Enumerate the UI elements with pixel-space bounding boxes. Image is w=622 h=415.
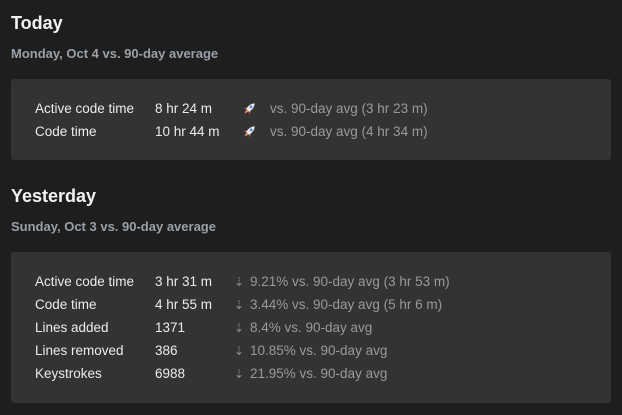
today-subtitle: Monday, Oct 4 vs. 90-day average — [11, 46, 219, 61]
stat-value: 6988 — [155, 366, 186, 381]
arrow-down-icon: ⇣ — [233, 344, 245, 358]
today-stats-card: Active code time 8 hr 24 m vs. 90-day av… — [11, 79, 611, 160]
stat-comparison: 9.21% vs. 90-day avg (3 hr 53 m) — [250, 274, 450, 289]
stat-label: Code time — [35, 124, 97, 139]
arrow-down-icon: ⇣ — [233, 298, 245, 312]
stat-label: Lines added — [35, 320, 109, 335]
arrow-down-icon: ⇣ — [233, 275, 245, 289]
rocket-icon — [240, 123, 258, 141]
stat-value: 386 — [155, 343, 178, 358]
yesterday-title: Yesterday — [11, 186, 97, 206]
stat-value: 4 hr 55 m — [155, 297, 213, 312]
today-title: Today — [11, 13, 63, 33]
rocket-icon — [240, 100, 258, 118]
stat-label: Keystrokes — [35, 366, 102, 381]
yesterday-subtitle: Sunday, Oct 3 vs. 90-day average — [11, 219, 216, 234]
arrow-down-icon: ⇣ — [233, 367, 245, 381]
stat-value: 10 hr 44 m — [155, 124, 220, 139]
stat-value: 3 hr 31 m — [155, 274, 213, 289]
stat-comparison: vs. 90-day avg (3 hr 23 m) — [270, 101, 428, 116]
stat-label: Code time — [35, 297, 97, 312]
stat-comparison: 8.4% vs. 90-day avg — [250, 320, 373, 335]
stat-comparison: 3.44% vs. 90-day avg (5 hr 6 m) — [250, 297, 443, 312]
yesterday-stats-card: Active code time 3 hr 31 m ⇣ 9.21% vs. 9… — [11, 252, 611, 403]
stat-value: 8 hr 24 m — [155, 101, 213, 116]
stat-comparison: 21.95% vs. 90-day avg — [250, 366, 388, 381]
stat-label: Active code time — [35, 274, 135, 289]
stat-value: 1371 — [155, 320, 186, 335]
arrow-down-icon: ⇣ — [233, 321, 245, 335]
stat-label: Active code time — [35, 101, 135, 116]
stat-label: Lines removed — [35, 343, 124, 358]
stat-comparison: 10.85% vs. 90-day avg — [250, 343, 388, 358]
stat-comparison: vs. 90-day avg (4 hr 34 m) — [270, 124, 428, 139]
